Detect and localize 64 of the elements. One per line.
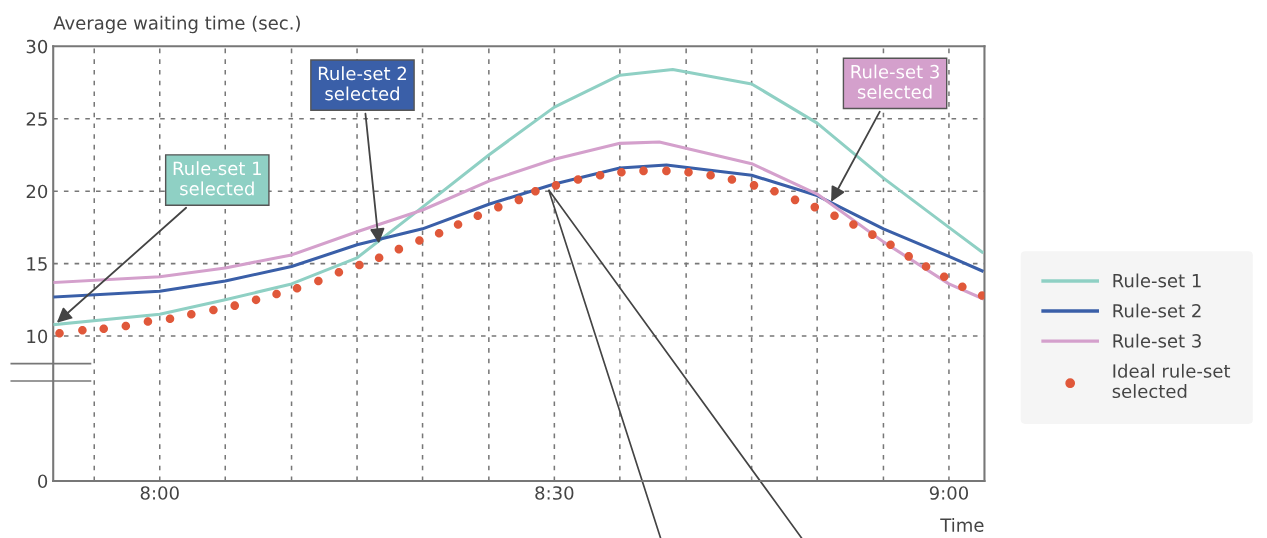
point bbox=[958, 282, 967, 292]
point bbox=[921, 262, 931, 271]
x-tick-label: 9:00 bbox=[929, 486, 969, 500]
point bbox=[272, 289, 281, 299]
point bbox=[886, 240, 895, 250]
annotation: Rule-set 1 selected bbox=[173, 161, 261, 196]
point bbox=[355, 260, 364, 270]
point bbox=[78, 325, 87, 335]
point bbox=[662, 166, 671, 176]
point bbox=[595, 170, 605, 180]
point bbox=[143, 317, 153, 326]
point bbox=[494, 202, 503, 212]
point bbox=[617, 168, 626, 177]
annotation: Rule-set 3 selected bbox=[851, 64, 939, 99]
point bbox=[394, 244, 404, 254]
point bbox=[314, 276, 323, 286]
point bbox=[514, 195, 524, 205]
point bbox=[810, 202, 820, 212]
x-tick-label: 8:30 bbox=[535, 486, 574, 500]
legend-label: Ideal rule-set selected bbox=[1112, 363, 1231, 399]
y-tick-label: 15 bbox=[27, 257, 47, 271]
point bbox=[531, 186, 540, 196]
legend-label: Rule-set 1 bbox=[1113, 273, 1201, 288]
point bbox=[849, 220, 858, 229]
annotation: Rule-set 2 selected bbox=[318, 66, 406, 101]
y-tick-label: 0 bbox=[38, 474, 48, 489]
point bbox=[55, 328, 64, 338]
x-axis-title: Time bbox=[940, 517, 984, 532]
point bbox=[749, 181, 759, 190]
point bbox=[868, 230, 877, 239]
point bbox=[334, 268, 344, 277]
point bbox=[251, 295, 261, 305]
point bbox=[453, 220, 463, 229]
y-tick-label: 10 bbox=[27, 329, 48, 344]
point bbox=[684, 168, 693, 177]
point bbox=[939, 272, 949, 281]
point bbox=[904, 252, 913, 261]
point bbox=[209, 305, 218, 315]
point bbox=[573, 175, 583, 184]
y-tick-label: 30 bbox=[26, 39, 48, 54]
point bbox=[551, 181, 561, 190]
point bbox=[706, 170, 715, 180]
point bbox=[99, 324, 108, 334]
point bbox=[639, 166, 648, 176]
point bbox=[977, 291, 985, 300]
point bbox=[770, 186, 779, 196]
point bbox=[415, 236, 424, 245]
point bbox=[727, 175, 737, 184]
point bbox=[473, 211, 483, 221]
legend-label: Rule-set 3 bbox=[1113, 333, 1201, 348]
y-axis-title: Average waiting time (sec.) bbox=[53, 15, 300, 34]
x-tick-label: 8:00 bbox=[140, 486, 179, 500]
point bbox=[165, 314, 175, 323]
point bbox=[292, 283, 302, 293]
legend-label: Rule-set 2 bbox=[1113, 303, 1201, 318]
point bbox=[121, 321, 131, 331]
point bbox=[230, 301, 240, 310]
point bbox=[790, 195, 800, 205]
point bbox=[830, 211, 839, 221]
y-tick-label: 25 bbox=[26, 112, 47, 126]
point bbox=[434, 228, 444, 238]
y-tick-label: 20 bbox=[26, 184, 48, 199]
point bbox=[187, 310, 196, 319]
point bbox=[374, 253, 384, 263]
